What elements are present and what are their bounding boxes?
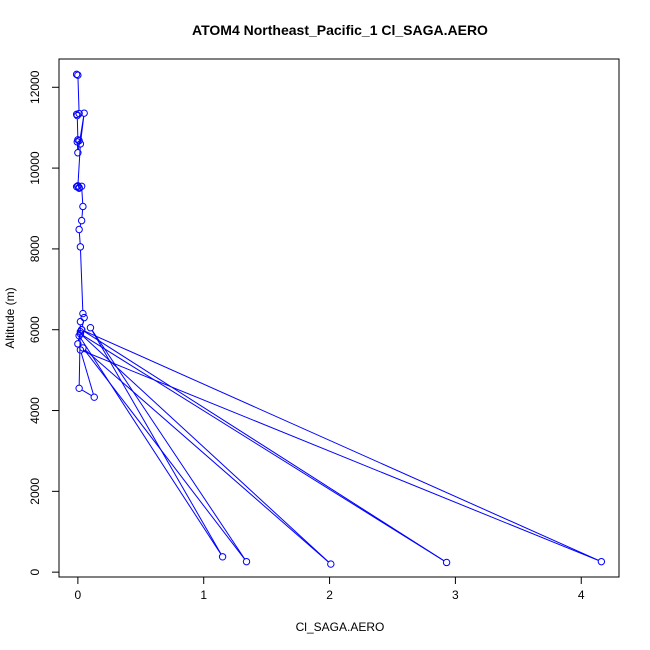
- data-point: [76, 330, 85, 338]
- y-axis-label: Altitude (m): [3, 287, 17, 348]
- series-segment: [82, 335, 329, 563]
- series-segment: [81, 189, 84, 204]
- data-point: [327, 560, 335, 568]
- series-segment: [80, 352, 94, 395]
- series-segment: [80, 250, 84, 311]
- data-point: [79, 309, 87, 318]
- y-tick-label: 2000: [28, 478, 42, 505]
- data-point: [75, 136, 83, 145]
- data-series: [72, 70, 606, 568]
- data-point: [75, 384, 83, 393]
- series-segment: [84, 330, 599, 561]
- data-point: [76, 346, 85, 354]
- series-segment: [78, 232, 81, 244]
- data-point: [75, 332, 83, 340]
- data-point: [80, 313, 88, 322]
- x-axis: 0 1 2 3 4: [75, 576, 585, 602]
- x-tick-label: 4: [578, 588, 585, 602]
- data-point: [72, 70, 81, 79]
- series-segment: [81, 389, 92, 397]
- series-segment: [77, 147, 81, 184]
- x-tick-label: 3: [452, 588, 459, 602]
- data-point: [90, 393, 98, 401]
- data-point: [76, 243, 85, 251]
- data-point: [76, 328, 85, 336]
- series-segment: [80, 116, 85, 141]
- data-point: [86, 323, 95, 332]
- series-segment: [84, 331, 445, 562]
- data-point: [80, 109, 88, 117]
- series-segment: [78, 324, 81, 386]
- y-axis: 0 2000 4000 6000 8000 10000 12000: [28, 70, 60, 575]
- data-point: [76, 317, 85, 326]
- data-point: [73, 111, 81, 120]
- data-point: [242, 557, 251, 566]
- series-segment: [77, 78, 80, 111]
- series-segment: [83, 350, 599, 561]
- series-segment: [80, 338, 222, 555]
- data-point: [77, 182, 86, 190]
- data-point: [75, 225, 83, 234]
- series-segment: [81, 209, 84, 218]
- data-point: [79, 202, 87, 211]
- data-point: [442, 558, 451, 567]
- data-point: [74, 71, 82, 79]
- series-segment: [91, 330, 222, 555]
- y-tick-label: 10000: [28, 151, 42, 185]
- chart-title: ATOM4 Northeast_Pacific_1 Cl_SAGA.AERO: [192, 22, 488, 38]
- series-segment: [84, 350, 245, 560]
- y-tick-label: 8000: [28, 235, 42, 262]
- data-point: [74, 182, 82, 190]
- series-segment: [91, 330, 246, 560]
- plot-frame: [58, 58, 620, 578]
- data-point: [79, 344, 87, 352]
- x-tick-label: 2: [326, 588, 333, 602]
- y-tick-label: 12000: [28, 70, 42, 104]
- y-tick-label: 6000: [28, 316, 42, 343]
- y-tick-label: 0: [28, 568, 42, 575]
- data-point: [74, 149, 82, 157]
- data-point: [218, 553, 227, 561]
- y-tick-label: 4000: [28, 397, 42, 424]
- x-tick-label: 0: [75, 588, 82, 602]
- x-axis-label: Cl_SAGA.AERO: [296, 620, 385, 634]
- data-point: [74, 340, 82, 348]
- data-point: [76, 140, 85, 148]
- data-point: [597, 557, 606, 566]
- data-point: [77, 216, 86, 225]
- series-segment: [84, 349, 329, 563]
- x-tick-label: 1: [200, 588, 207, 602]
- data-point: [77, 326, 86, 334]
- series-segment: [82, 335, 445, 562]
